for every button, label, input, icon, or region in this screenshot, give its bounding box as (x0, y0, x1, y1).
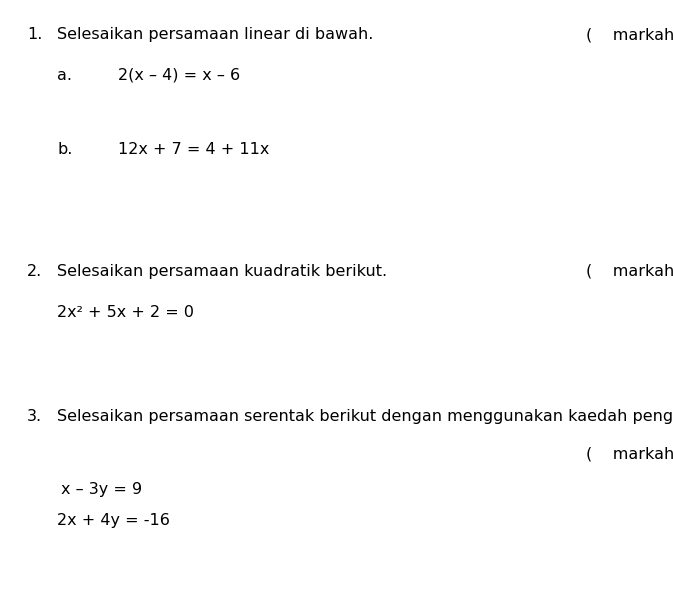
Text: 2.: 2. (27, 264, 42, 279)
Text: 3.: 3. (27, 409, 42, 424)
Text: (    markah): ( markah) (586, 447, 673, 462)
Text: Selesaikan persamaan kuadratik berikut.: Selesaikan persamaan kuadratik berikut. (57, 264, 388, 279)
Text: b.: b. (57, 142, 73, 158)
Text: 12x + 7 = 4 + 11x: 12x + 7 = 4 + 11x (118, 142, 269, 158)
Text: Selesaikan persamaan linear di bawah.: Selesaikan persamaan linear di bawah. (57, 27, 374, 42)
Text: (    markah): ( markah) (586, 27, 673, 42)
Text: (    markah): ( markah) (586, 264, 673, 279)
Text: 2x + 4y = -16: 2x + 4y = -16 (57, 513, 170, 528)
Text: a.: a. (57, 68, 72, 83)
Text: 2x² + 5x + 2 = 0: 2x² + 5x + 2 = 0 (57, 305, 194, 320)
Text: 2(x – 4) = x – 6: 2(x – 4) = x – 6 (118, 68, 240, 83)
Text: 1.: 1. (27, 27, 42, 42)
Text: Selesaikan persamaan serentak berikut dengan menggunakan kaedah penggantian.: Selesaikan persamaan serentak berikut de… (57, 409, 673, 424)
Text: x – 3y = 9: x – 3y = 9 (61, 482, 142, 497)
